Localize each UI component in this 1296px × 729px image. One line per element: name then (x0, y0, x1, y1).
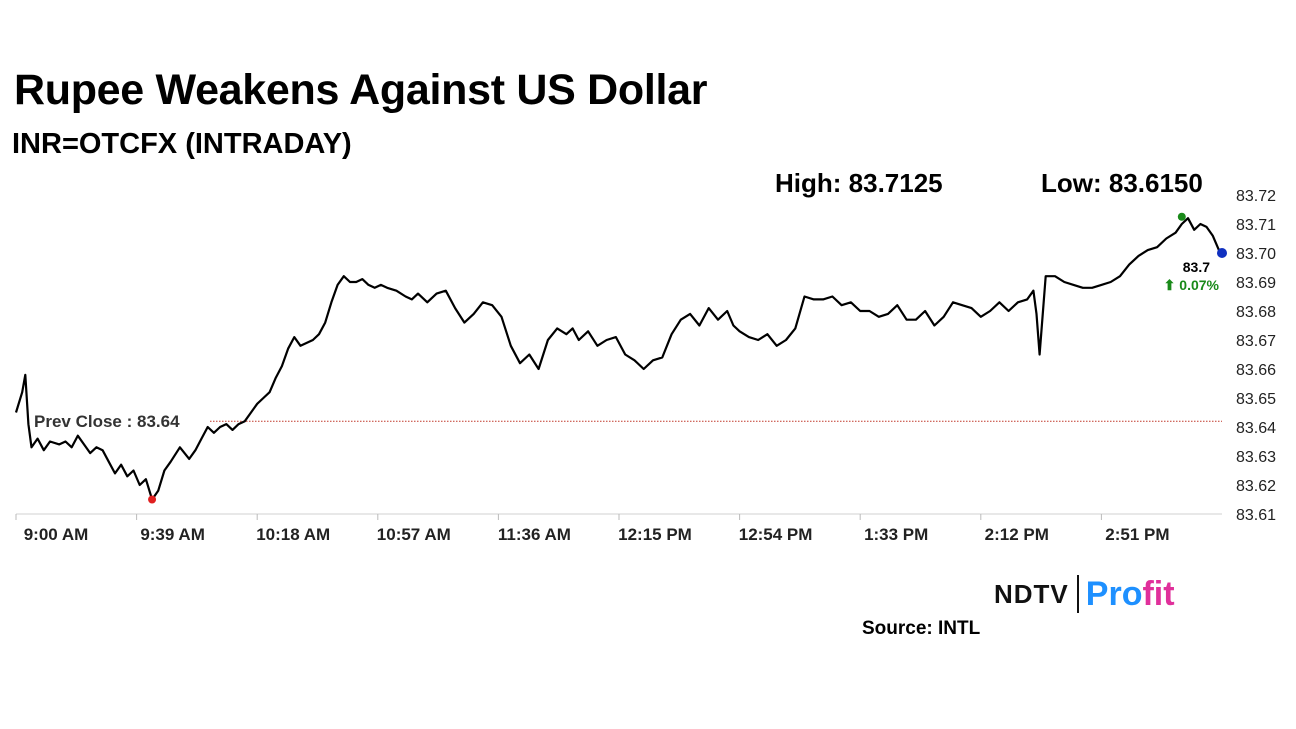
x-tick-label: 2:12 PM (985, 525, 1049, 544)
low-marker (148, 495, 157, 504)
x-tick-label: 2:51 PM (1105, 525, 1169, 544)
x-tick-label: 12:15 PM (618, 525, 692, 544)
logo-ndtv-text: NDTV (994, 578, 1069, 609)
logo-profit-part-a: Pro (1085, 574, 1143, 613)
x-tick-label: 10:18 AM (256, 525, 330, 544)
y-tick-label: 83.66 (1236, 362, 1276, 379)
logo-separator (1076, 575, 1079, 613)
logo-profit-part-b: fit (1142, 574, 1175, 613)
x-tick-label: 1:33 PM (864, 525, 928, 544)
y-axis-ticks: 83.61 83.62 83.63 83.64 83.65 83.66 83.67 83.68… (1236, 188, 1276, 524)
x-tick-label: 12:54 PM (739, 525, 813, 544)
prev-close-label: Prev Close : 83.64 (34, 412, 180, 431)
chart-subtitle: INR=OTCFX (INTRADAY) (12, 128, 352, 160)
logo-profit-text: Profit (1086, 575, 1175, 614)
y-tick-label: 83.71 (1236, 217, 1276, 234)
high-marker (1177, 212, 1186, 221)
y-tick-label: 83.70 (1236, 246, 1276, 263)
y-tick-label: 83.64 (1236, 420, 1276, 437)
y-tick-label: 83.61 (1236, 507, 1276, 524)
x-tick-label: 10:57 AM (377, 525, 451, 544)
ndtv-profit-logo: NDTV Profit (994, 574, 1175, 614)
y-tick-label: 83.62 (1236, 478, 1276, 495)
last-price-label: 83.7 (1183, 259, 1210, 275)
price-series-line (14, 217, 1223, 501)
y-tick-label: 83.63 (1236, 449, 1276, 466)
last-price-marker (1217, 248, 1227, 258)
x-tick-label: 9:39 AM (140, 525, 205, 544)
y-tick-label: 83.72 (1236, 188, 1276, 205)
y-tick-label: 83.65 (1236, 391, 1276, 408)
x-tick-label: 9:00 AM (24, 525, 89, 544)
y-tick-label: 83.68 (1236, 304, 1276, 321)
chart-title: Rupee Weakens Against US Dollar (14, 66, 708, 114)
x-tick-label: 11:36 AM (498, 525, 571, 544)
day-high-label: High: 83.7125 (775, 168, 943, 198)
day-low-label: Low: 83.6150 (1041, 168, 1203, 198)
y-tick-label: 83.69 (1236, 275, 1276, 292)
y-tick-label: 83.67 (1236, 333, 1276, 350)
source-label: Source: INTL (862, 618, 981, 639)
change-percent-label: ⬆ 0.07% (1164, 277, 1220, 293)
x-axis-ticks: 9:00 AM 9:39 AM 10:18 AM 10:57 AM 11:36 AM 12… (15, 514, 1170, 544)
